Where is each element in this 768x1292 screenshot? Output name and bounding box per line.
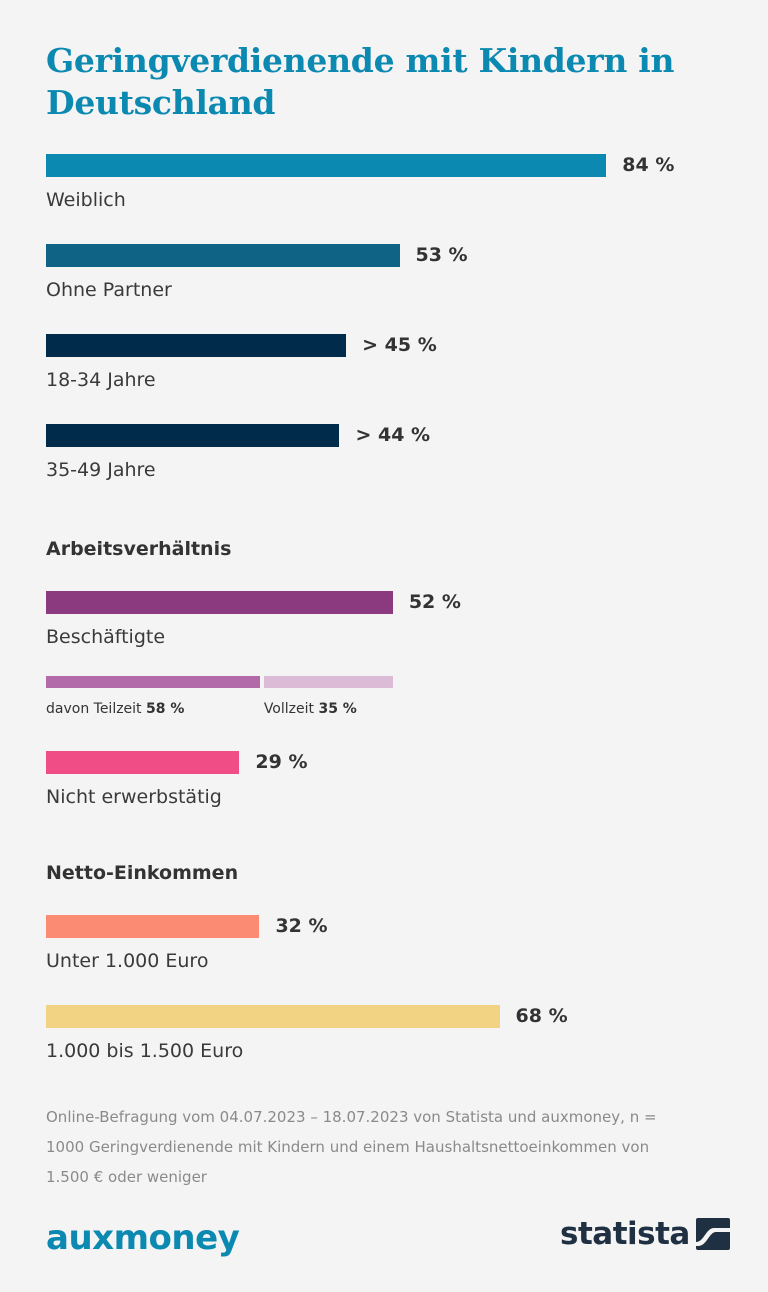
- value-label-35-49-jahre: > 44 %: [355, 424, 431, 446]
- sublabel-teilzeit-text: davon Teilzeit: [46, 701, 142, 717]
- value-label-ohne-partner: 53 %: [415, 244, 468, 266]
- bar-unter-1000-euro: [46, 915, 260, 938]
- bar-weiblich: [46, 154, 607, 177]
- subbar-vollzeit: [263, 676, 393, 688]
- bar-beschaeftigte: [46, 591, 393, 614]
- bar-18-34-jahre: [46, 334, 347, 357]
- value-label-weiblich: 84 %: [622, 154, 675, 176]
- statista-logo-text: statista: [560, 1216, 690, 1252]
- value-label-beschaeftigte: 52 %: [408, 591, 461, 613]
- value-label-18-34-jahre: > 45 %: [362, 334, 437, 356]
- section-heading-arbeitsverhaeltnis: Arbeitsverhältnis: [46, 538, 232, 560]
- sublabel-teilzeit: davon Teilzeit 58 %: [46, 700, 184, 718]
- footnote: Online-Befragung vom 04.07.2023 – 18.07.…: [46, 1108, 657, 1186]
- category-label-nicht-erwerbstaetig: Nicht erwerbstätig: [46, 786, 222, 808]
- category-label-1000-bis-1500-euro: 1.000 bis 1.500 Euro: [46, 1040, 244, 1062]
- category-label-weiblich: Weiblich: [46, 189, 126, 211]
- category-label-35-49-jahre: 35-49 Jahre: [46, 459, 156, 481]
- category-label-18-34-jahre: 18-34 Jahre: [46, 369, 156, 391]
- value-label-nicht-erwerbstaetig: 29 %: [255, 751, 308, 773]
- category-label-ohne-partner: Ohne Partner: [46, 279, 172, 301]
- bar-ohne-partner: [46, 244, 400, 267]
- bar-35-49-jahre: [46, 424, 340, 447]
- statista-wave-icon: [695, 1218, 730, 1250]
- bar-1000-bis-1500-euro: [46, 1005, 500, 1028]
- statista-logo: statista: [560, 1216, 730, 1252]
- sublabel-vollzeit-value: 35 %: [318, 701, 357, 717]
- subbar-teilzeit: [46, 676, 260, 688]
- value-label-unter-1000-euro: 32 %: [275, 915, 328, 937]
- sublabel-vollzeit-text: Vollzeit: [263, 701, 314, 717]
- auxmoney-logo: auxmoney: [46, 1218, 240, 1258]
- section-heading-netto-einkommen: Netto-Einkommen: [46, 862, 239, 884]
- category-label-beschaeftigte: Beschäftigte: [46, 626, 166, 648]
- chart-title: Geringverdienende mit Kindern in Deutsch…: [46, 41, 675, 122]
- bar-nicht-erwerbstaetig: [46, 751, 240, 774]
- sublabel-teilzeit-value: 58 %: [146, 701, 185, 717]
- sublabel-vollzeit: Vollzeit 35 %: [264, 700, 357, 718]
- value-label-1000-bis-1500-euro: 68 %: [515, 1005, 568, 1027]
- category-label-unter-1000-euro: Unter 1.000 Euro: [46, 950, 209, 972]
